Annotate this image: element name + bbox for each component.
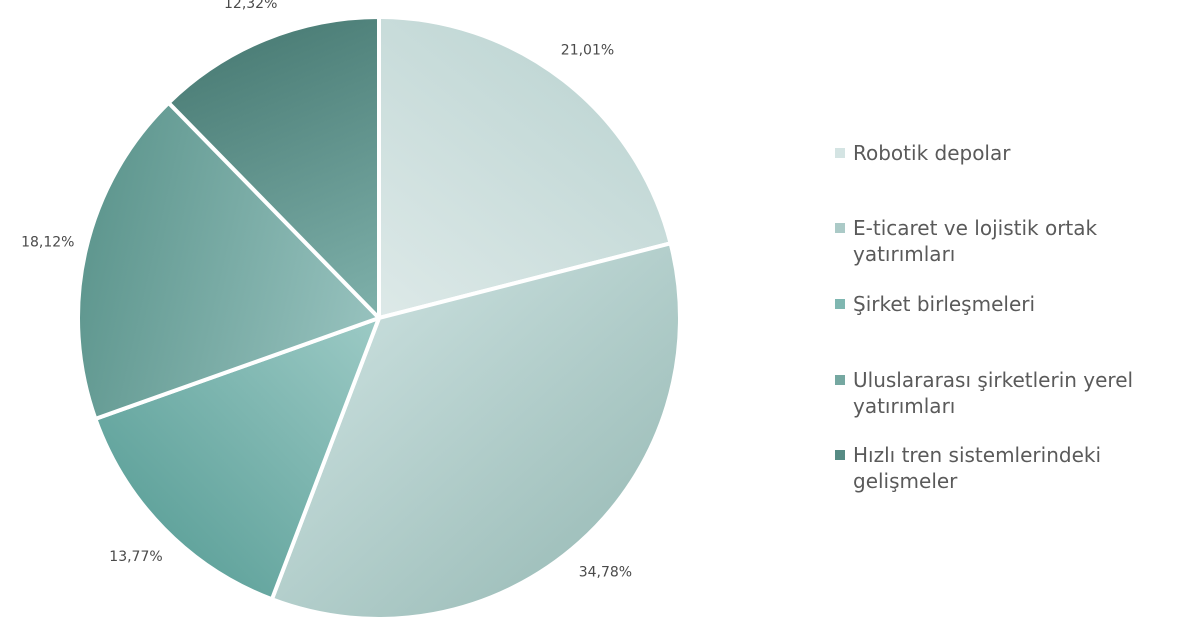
legend-label: Şirket birleşmeleri xyxy=(853,292,1036,316)
legend-swatch xyxy=(835,375,845,385)
slice-data-label: 12,32% xyxy=(224,0,277,12)
slice-data-label: 13,77% xyxy=(109,549,162,565)
slice-data-label: 34,78% xyxy=(579,565,632,581)
legend-swatch xyxy=(835,148,845,158)
legend-swatch xyxy=(835,450,845,460)
pie-slices xyxy=(76,15,682,621)
pie-slice xyxy=(377,15,673,320)
legend-swatch xyxy=(835,299,845,309)
pie-slice xyxy=(93,316,381,602)
legend-label: Hızlı tren sistemlerindeki gelişmeler xyxy=(853,443,1102,493)
pie-slice xyxy=(269,241,682,621)
legend-item: E-ticaret ve lojistik ortak yatırımları xyxy=(833,215,1173,267)
legend-item: Şirket birleşmeleri xyxy=(833,291,1035,317)
pie-slice xyxy=(166,15,381,320)
slice-data-label: 18,12% xyxy=(21,234,74,250)
legend-label: Uluslararası şirketlerin yerel yatırımla… xyxy=(853,368,1134,418)
legend-item: Robotik depolar xyxy=(833,140,1010,166)
legend-label: E-ticaret ve lojistik ortak yatırımları xyxy=(853,216,1098,266)
slice-data-label: 21,01% xyxy=(561,42,614,58)
legend-item: Hızlı tren sistemlerindeki gelişmeler xyxy=(833,442,1173,494)
legend-item: Uluslararası şirketlerin yerel yatırımla… xyxy=(833,367,1173,419)
legend-label: Robotik depolar xyxy=(853,141,1011,165)
pie-slice xyxy=(76,100,381,421)
legend-swatch xyxy=(835,223,845,233)
pie-data-labels: 21,01% 34,78% 13,77% 18,12% 12,32% xyxy=(21,0,632,581)
